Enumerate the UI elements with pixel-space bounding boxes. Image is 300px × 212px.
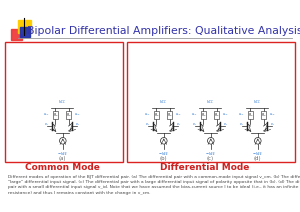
Bar — [154, 111, 159, 120]
Bar — [167, 111, 172, 120]
Bar — [5, 42, 123, 162]
Text: $R_C$: $R_C$ — [52, 112, 59, 119]
Bar — [20, 27, 30, 37]
Text: $V_{CC}$: $V_{CC}$ — [206, 98, 214, 106]
Bar — [261, 111, 266, 120]
Text: $v_{o2}$: $v_{o2}$ — [74, 111, 81, 118]
Text: $V_{CC}$: $V_{CC}$ — [159, 98, 167, 106]
Text: $V_{CC}$: $V_{CC}$ — [253, 98, 261, 106]
Bar — [152, 131, 175, 137]
Text: $v_{o1}$: $v_{o1}$ — [191, 111, 198, 118]
Text: $v_i$: $v_i$ — [239, 121, 244, 128]
Bar — [199, 131, 221, 137]
Text: $R_C$: $R_C$ — [154, 112, 159, 119]
Text: $R_C$: $R_C$ — [200, 112, 206, 119]
Bar — [53, 111, 58, 120]
Text: $R_C$: $R_C$ — [261, 112, 266, 119]
Text: $v_i$: $v_i$ — [223, 121, 228, 128]
Bar — [127, 42, 295, 162]
Text: $v_i$: $v_i$ — [75, 121, 80, 128]
Bar — [201, 111, 206, 120]
Text: Bipolar Differential Amplifiers: Qualitative Analysis: Bipolar Differential Amplifiers: Qualita… — [27, 26, 300, 36]
Text: $V_{CC}$: $V_{CC}$ — [58, 98, 66, 106]
Text: $v_i$: $v_i$ — [176, 121, 181, 128]
Text: $-V_{EE}$: $-V_{EE}$ — [58, 151, 68, 158]
Text: (b): (b) — [159, 156, 167, 160]
Text: (a): (a) — [58, 156, 66, 160]
Text: $v_i$: $v_i$ — [145, 121, 150, 128]
Text: $v_{o1}$: $v_{o1}$ — [43, 111, 50, 118]
Circle shape — [59, 138, 66, 144]
Bar — [18, 20, 31, 33]
Text: $R_C$: $R_C$ — [66, 112, 71, 119]
Bar — [214, 111, 219, 120]
Text: $v_{o1}$: $v_{o1}$ — [144, 111, 151, 118]
Text: $v_i$: $v_i$ — [270, 121, 275, 128]
Text: $-V_{EE}$: $-V_{EE}$ — [206, 151, 216, 158]
Text: $R_C$: $R_C$ — [214, 112, 220, 119]
Text: $R_C$: $R_C$ — [248, 112, 254, 119]
Text: (c): (c) — [206, 156, 214, 160]
Text: $v_{o1}$: $v_{o1}$ — [238, 111, 245, 118]
Circle shape — [254, 138, 261, 144]
Bar — [50, 131, 74, 137]
Text: $R_C$: $R_C$ — [167, 112, 172, 119]
Text: $v_i$: $v_i$ — [44, 121, 49, 128]
Bar — [66, 111, 71, 120]
Text: $-V_{EE}$: $-V_{EE}$ — [253, 151, 263, 158]
Bar — [11, 29, 22, 40]
Text: (d): (d) — [253, 156, 261, 160]
Text: $v_{o2}$: $v_{o2}$ — [175, 111, 182, 118]
Text: $-V_{EE}$: $-V_{EE}$ — [158, 151, 169, 158]
Text: $v_{o2}$: $v_{o2}$ — [222, 111, 229, 118]
Circle shape — [208, 138, 214, 144]
Text: $v_{o2}$: $v_{o2}$ — [269, 111, 276, 118]
Text: $v_i$: $v_i$ — [192, 121, 197, 128]
Text: Different modes of operation of the BJT differential pair. (a) The differential : Different modes of operation of the BJT … — [8, 175, 300, 195]
Text: Common Mode: Common Mode — [25, 163, 99, 172]
Bar — [245, 131, 268, 137]
Circle shape — [160, 138, 167, 144]
Bar — [248, 111, 253, 120]
Text: Differential Mode: Differential Mode — [160, 163, 250, 172]
